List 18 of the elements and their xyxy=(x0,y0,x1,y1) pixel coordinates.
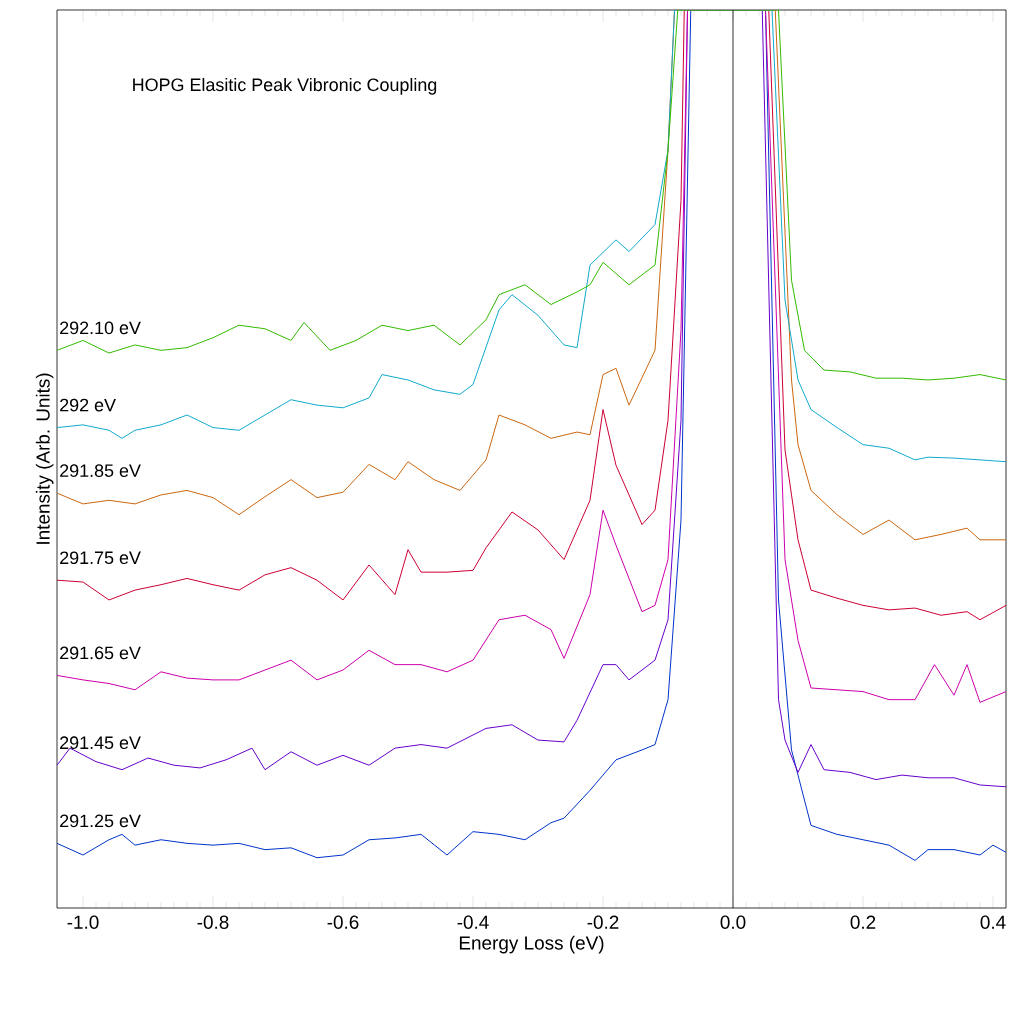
series-label: 291.75 eV xyxy=(60,551,141,565)
x-tick-label: 0.4 xyxy=(980,915,1006,929)
x-tick-label: 0.2 xyxy=(850,915,876,929)
y-axis-title: Intensity (Arb. Units) xyxy=(35,373,54,544)
x-tick-label: -0.4 xyxy=(457,915,489,929)
text: HOPG Elasitic Peak Vibronic Coupling xyxy=(133,77,437,95)
x-tick-label: -0.2 xyxy=(587,915,619,929)
x-tick-label: -0.8 xyxy=(197,915,229,929)
x-tick-label: -1.0 xyxy=(67,915,99,929)
series-label: 291.45 eV xyxy=(60,736,141,750)
x-tick-label: -0.6 xyxy=(327,915,359,929)
series-label: 291.25 eV xyxy=(60,814,141,828)
x-axis-title: Energy Loss (eV) xyxy=(459,935,604,954)
series-label: 292 eV xyxy=(60,398,116,412)
x-tick-label: 0.0 xyxy=(720,915,746,929)
series-label: 291.65 eV xyxy=(60,646,141,660)
series-label: 292.10 eV xyxy=(60,321,141,335)
series-label: 291.85 eV xyxy=(60,464,141,477)
